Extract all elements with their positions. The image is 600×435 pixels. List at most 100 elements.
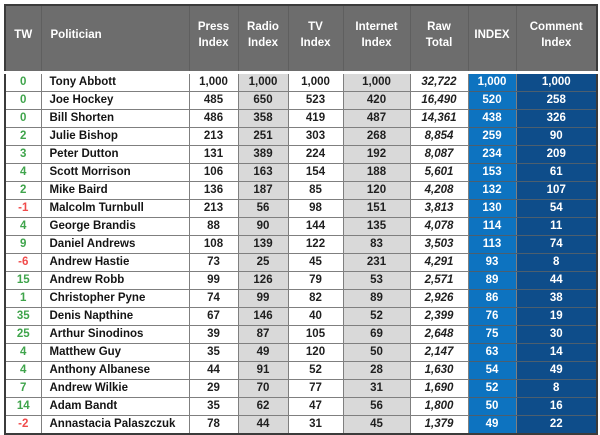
cell-tw: 7 <box>4 379 42 398</box>
cell-index: 1,000 <box>467 72 517 92</box>
cell-index: 76 <box>467 307 517 326</box>
cell-radio: 650 <box>237 91 289 110</box>
column-header-label: INDEX <box>474 28 510 41</box>
cell-radio: 358 <box>237 109 289 128</box>
cell-internet: 89 <box>342 289 411 308</box>
cell-radio: 139 <box>237 235 289 254</box>
cell-tv: 85 <box>287 181 344 200</box>
cell-index: 438 <box>467 109 517 128</box>
cell-index: 130 <box>467 199 517 218</box>
cell-radio: 44 <box>237 415 289 435</box>
cell-raw_total: 2,147 <box>409 343 469 362</box>
cell-radio: 251 <box>237 127 289 146</box>
table-row: 4 Anthony Albanese 44 91 52 28 1,630 54 49 <box>4 361 598 380</box>
cell-tv: 31 <box>287 415 344 435</box>
cell-index: 63 <box>467 343 517 362</box>
cell-press: 106 <box>188 163 239 182</box>
cell-raw_total: 1,630 <box>409 361 469 380</box>
column-header-label: TV <box>308 20 323 33</box>
cell-tv: 419 <box>287 109 344 128</box>
cell-internet: 56 <box>342 397 411 416</box>
cell-internet: 69 <box>342 325 411 344</box>
cell-raw_total: 4,078 <box>409 217 469 236</box>
cell-politician: Mike Baird <box>40 181 190 200</box>
cell-comment: 30 <box>515 325 598 344</box>
cell-radio: 126 <box>237 271 289 290</box>
cell-politician: Peter Dutton <box>40 145 190 164</box>
table-row: -2 Annastacia Palaszczuk 78 44 31 45 1,379 49 22 <box>4 415 598 435</box>
cell-radio: 1,000 <box>237 72 289 92</box>
cell-press: 213 <box>188 199 239 218</box>
column-header-label: Index <box>198 36 229 49</box>
cell-tw: 4 <box>4 163 42 182</box>
cell-politician: Matthew Guy <box>40 343 190 362</box>
cell-index: 54 <box>467 361 517 380</box>
cell-politician: Joe Hockey <box>40 91 190 110</box>
cell-press: 35 <box>188 397 239 416</box>
column-header-label: Index <box>300 36 331 49</box>
cell-internet: 151 <box>342 199 411 218</box>
cell-tv: 154 <box>287 163 344 182</box>
cell-politician: Denis Napthine <box>40 307 190 326</box>
cell-internet: 45 <box>342 415 411 435</box>
cell-radio: 25 <box>237 253 289 272</box>
cell-tv: 82 <box>287 289 344 308</box>
table-row: 2 Mike Baird 136 187 85 120 4,208 132 107 <box>4 181 598 200</box>
cell-raw_total: 2,648 <box>409 325 469 344</box>
cell-comment: 49 <box>515 361 598 380</box>
cell-tv: 105 <box>287 325 344 344</box>
cell-tw: 4 <box>4 361 42 380</box>
cell-comment: 209 <box>515 145 598 164</box>
column-header-index: INDEX <box>467 5 517 74</box>
cell-politician: Annastacia Palaszczuk <box>40 415 190 435</box>
cell-comment: 8 <box>515 379 598 398</box>
cell-press: 44 <box>188 361 239 380</box>
cell-internet: 31 <box>342 379 411 398</box>
cell-press: 486 <box>188 109 239 128</box>
cell-politician: Julie Bishop <box>40 127 190 146</box>
cell-politician: Arthur Sinodinos <box>40 325 190 344</box>
cell-politician: Andrew Wilkie <box>40 379 190 398</box>
cell-radio: 70 <box>237 379 289 398</box>
column-header-label: Comment <box>529 20 583 33</box>
cell-internet: 268 <box>342 127 411 146</box>
column-header-label: Total <box>425 36 453 49</box>
cell-politician: Christopher Pyne <box>40 289 190 308</box>
table-row: 15 Andrew Robb 99 126 79 53 2,571 89 44 <box>4 271 598 290</box>
cell-internet: 487 <box>342 109 411 128</box>
table-row: 4 Scott Morrison 106 163 154 188 5,601 153 61 <box>4 163 598 182</box>
cell-index: 89 <box>467 271 517 290</box>
cell-comment: 22 <box>515 415 598 435</box>
cell-index: 49 <box>467 415 517 435</box>
cell-index: 113 <box>467 235 517 254</box>
column-header-label: Politician <box>50 28 102 41</box>
cell-press: 74 <box>188 289 239 308</box>
cell-tv: 122 <box>287 235 344 254</box>
cell-internet: 28 <box>342 361 411 380</box>
cell-comment: 8 <box>515 253 598 272</box>
cell-internet: 1,000 <box>342 72 411 92</box>
cell-comment: 38 <box>515 289 598 308</box>
table-row: 25 Arthur Sinodinos 39 87 105 69 2,648 75 30 <box>4 325 598 344</box>
cell-tw: 2 <box>4 181 42 200</box>
cell-index: 520 <box>467 91 517 110</box>
cell-tv: 40 <box>287 307 344 326</box>
cell-tw: 3 <box>4 145 42 164</box>
cell-radio: 146 <box>237 307 289 326</box>
column-header-label: Index <box>541 36 572 49</box>
cell-politician: Malcolm Turnbull <box>40 199 190 218</box>
cell-comment: 11 <box>515 217 598 236</box>
cell-politician: Adam Bandt <box>40 397 190 416</box>
cell-comment: 326 <box>515 109 598 128</box>
cell-comment: 54 <box>515 199 598 218</box>
column-header-label: Internet <box>355 20 398 33</box>
cell-comment: 258 <box>515 91 598 110</box>
cell-raw_total: 1,379 <box>409 415 469 435</box>
cell-raw_total: 1,690 <box>409 379 469 398</box>
cell-raw_total: 5,601 <box>409 163 469 182</box>
cell-tv: 224 <box>287 145 344 164</box>
cell-radio: 389 <box>237 145 289 164</box>
cell-comment: 61 <box>515 163 598 182</box>
cell-press: 39 <box>188 325 239 344</box>
